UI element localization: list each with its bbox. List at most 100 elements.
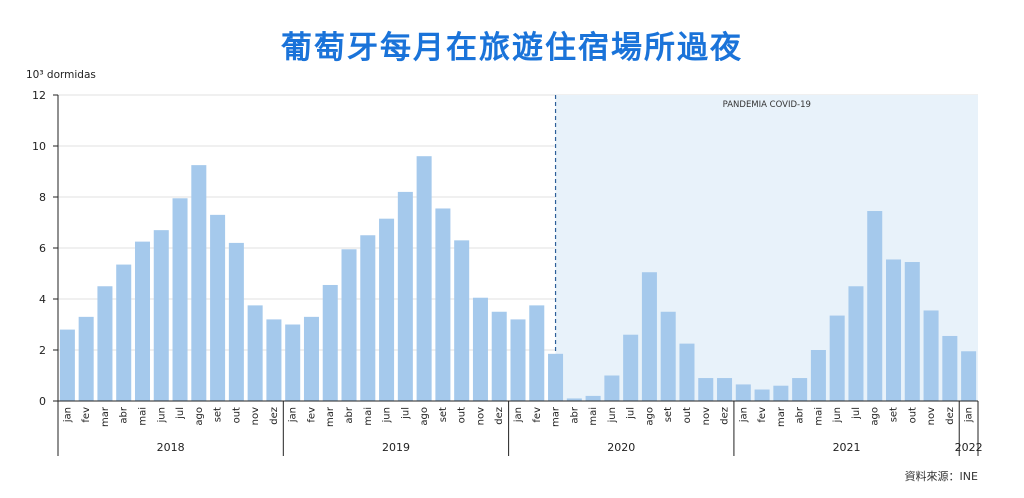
x-tick-label-month: jul [851,407,862,420]
x-tick-label-month: mai [813,407,824,426]
bar [698,378,714,401]
x-tick-label-month: abr [344,406,355,423]
bar [172,198,188,401]
bar [322,284,338,401]
bar [153,230,169,401]
bar [78,316,94,401]
x-tick-label-month: abr [569,406,580,423]
bar [961,351,977,401]
x-tick-label-month: abr [795,406,806,423]
bar [472,297,488,401]
bar [379,218,395,401]
x-tick-label-month: ago [194,407,205,426]
bar [604,375,620,401]
x-tick-label-month: jul [626,407,637,420]
x-tick-labels: jan fev mar abr mai jun jul ago set out nov dez jan f… [57,401,983,456]
bar [285,324,301,401]
x-tick-label-month: ago [419,407,430,426]
bar [510,319,526,401]
bar [904,262,920,401]
y-tick-labels: 0 2 4 6 8 10 12 [32,89,58,408]
y-axis-label: 10³ dormidas [26,69,96,81]
x-tick-label-month: dez [269,407,280,425]
pandemic-annotation-label: PANDEMIA COVID-19 [723,100,811,110]
y-tick-label: 8 [39,191,46,204]
bar [247,305,263,401]
x-tick-label-month: dez [494,407,505,425]
bar [397,191,413,401]
x-tick-label-month: fev [306,407,317,423]
x-tick-label-year: 2018 [157,441,185,454]
bar [416,156,432,401]
bar [59,329,75,401]
chart-title: 葡萄牙每月在旅遊住宿場所過夜 [281,30,743,66]
y-tick-label: 12 [32,89,46,102]
bar [341,249,357,401]
x-tick-label-month: mar [325,406,336,427]
x-tick-label-month: jan [62,407,73,423]
bar [97,286,113,401]
bar [886,259,902,401]
x-tick-label-month: jun [382,407,393,423]
bar [360,235,376,401]
bar [454,240,470,401]
y-tick-label: 10 [32,140,46,153]
bar [848,286,864,401]
x-tick-label-month: jul [175,407,186,420]
x-tick-label-month: jun [832,407,843,423]
x-tick-label-month: jan [513,407,524,423]
x-tick-label-month: fev [757,407,768,423]
x-tick-label-year: 2021 [833,441,861,454]
bar [717,378,733,401]
bars [59,156,977,401]
bar [923,310,939,401]
x-tick-label-month: nov [250,407,261,425]
y-tick-label: 2 [39,344,46,357]
bar [660,311,676,401]
x-tick-label-month: set [438,407,449,422]
bar [228,242,244,401]
x-tick-label-month: abr [119,406,130,423]
x-tick-label-month: mai [363,407,374,426]
x-tick-label-month: out [457,407,468,423]
x-tick-label-month: mai [137,407,148,426]
x-tick-label-month: fev [532,407,543,423]
bar [810,350,826,401]
x-tick-label-month: out [682,407,693,423]
bar [585,395,601,401]
bar [829,315,845,401]
bar [134,241,150,401]
bar [754,389,770,401]
bar [435,208,451,401]
x-tick-label-month: out [231,407,242,423]
x-tick-label-month: mai [588,407,599,426]
x-tick-label-month: set [663,407,674,422]
x-tick-label-month: nov [926,407,937,425]
bar [266,319,282,401]
bar [773,385,789,401]
x-tick-label-month: mar [100,406,111,427]
bar [303,316,319,401]
x-tick-label-month: mar [551,406,562,427]
x-tick-label-month: jul [400,407,411,420]
x-tick-label-month: jun [607,407,618,423]
bar [641,272,657,401]
bar [679,343,695,401]
y-tick-label: 6 [39,242,46,255]
bar [210,214,226,401]
bar [191,165,207,401]
x-tick-label-month: mar [776,406,787,427]
x-tick-label-month: dez [720,407,731,425]
x-tick-label-month: jan [738,407,749,423]
x-tick-label-month: dez [945,407,956,425]
x-tick-label-year: 2020 [607,441,635,454]
x-tick-label-month: nov [701,407,712,425]
y-tick-label: 4 [39,293,46,306]
bar [942,335,958,401]
bar [548,353,564,401]
x-tick-label-month: out [907,407,918,423]
x-tick-label-month: jan [288,407,299,423]
bar [566,398,582,401]
x-tick-label-month: jun [156,407,167,423]
